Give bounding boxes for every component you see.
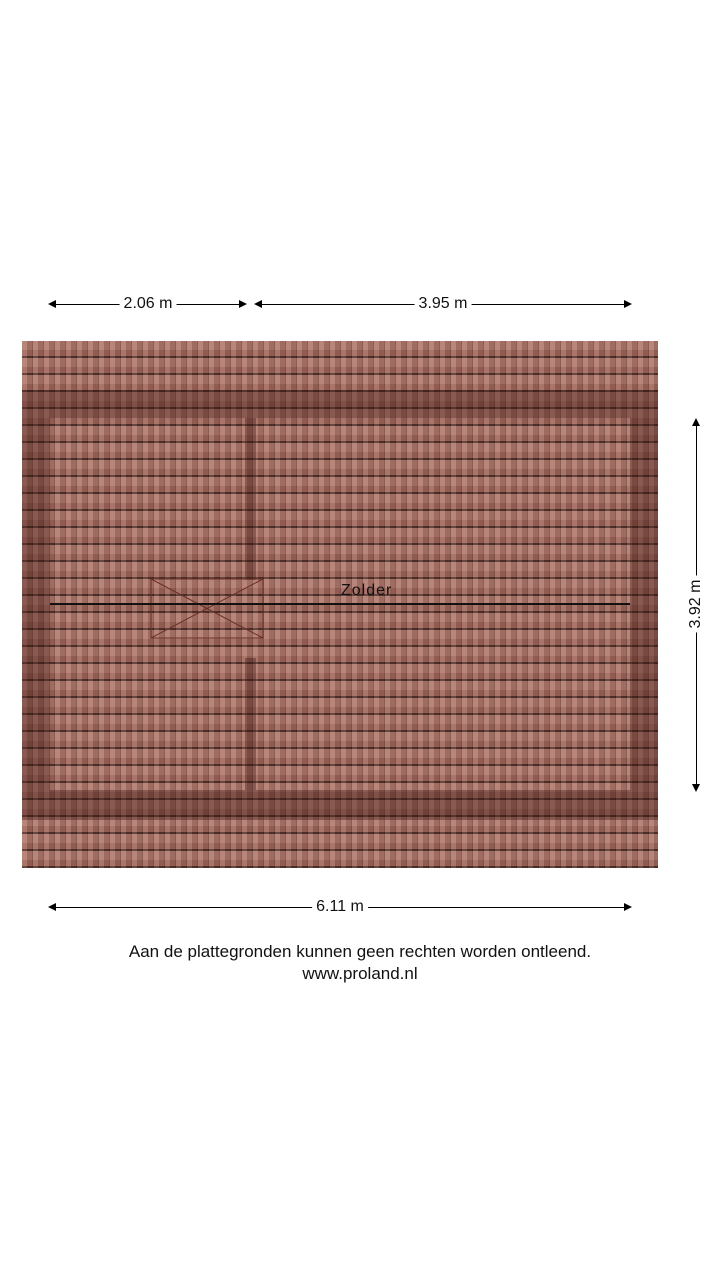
dimension-label-top-left: 2.06 m <box>119 295 177 313</box>
dimension-label-bottom: 6.11 m <box>312 898 368 916</box>
wall-top <box>22 390 658 418</box>
dimension-label-top-right: 3.95 m <box>414 295 472 313</box>
interior-wall-upper <box>245 418 256 580</box>
website-text: www.proland.nl <box>302 964 418 983</box>
room-divider-line <box>50 603 630 605</box>
wall-bottom <box>22 790 658 820</box>
disclaimer-text: Aan de plattegronden kunnen geen rechten… <box>128 942 592 961</box>
wall-left <box>22 418 50 790</box>
stair-opening <box>150 578 264 639</box>
dimension-label-right: 3.92 m <box>687 575 705 633</box>
room-label: Zolder <box>341 582 393 599</box>
interior-wall-lower <box>245 658 256 790</box>
wall-right <box>630 418 658 790</box>
